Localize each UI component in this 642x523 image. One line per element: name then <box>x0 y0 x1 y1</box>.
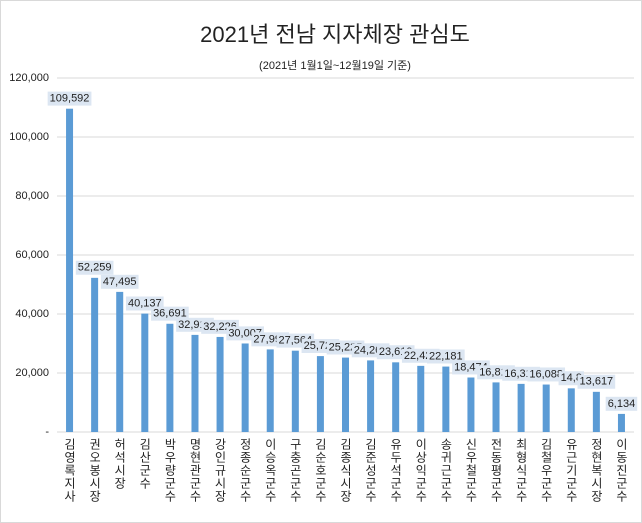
x-tick-label: 권오봉시장 <box>88 438 102 503</box>
bar <box>442 366 450 432</box>
bar <box>91 277 99 432</box>
bar <box>291 350 299 432</box>
bar <box>342 357 349 432</box>
x-tick-label: 유근기군수 <box>564 438 578 503</box>
x-tick-label: 유두석군수 <box>389 438 403 503</box>
x-tick-label: 허석시장 <box>113 438 127 490</box>
value-label: 13,617 <box>580 376 614 388</box>
x-tick-label: 정현복시장 <box>589 438 603 503</box>
value-label-bg <box>47 91 92 106</box>
x-tick-label: 김순호군수 <box>313 438 327 503</box>
bar <box>241 343 249 432</box>
bar <box>467 377 475 432</box>
value-label: 47,495 <box>103 276 137 288</box>
value-label-bg <box>577 374 616 389</box>
bar <box>191 334 199 432</box>
x-tick-label: 전동평군수 <box>489 438 503 503</box>
x-tick-label: 김준성군수 <box>364 438 378 503</box>
bar <box>592 391 600 432</box>
x-tick-label: 김종식시장 <box>339 438 353 503</box>
value-label: 6,134 <box>608 398 636 410</box>
x-tick-label: 강인규시장 <box>213 438 227 503</box>
y-tick-label: 100,000 <box>9 131 49 143</box>
x-tick-label: 박우량군수 <box>163 438 177 503</box>
chart-subtitle: (2021년 1월1일~12월19일 기준) <box>259 58 411 72</box>
x-tick-label: 김철우군수 <box>539 438 553 503</box>
bar <box>141 313 149 432</box>
value-label-bg <box>527 367 566 382</box>
value-label: 36,691 <box>153 308 187 320</box>
value-label-bg <box>100 274 139 289</box>
y-tick-label: 20,000 <box>15 367 49 379</box>
x-tick-label: 최형식군수 <box>514 438 528 503</box>
x-tick-label: 김산군수 <box>138 438 152 490</box>
value-label-bg <box>151 306 189 321</box>
x-tick-label: 이상익군수 <box>414 438 428 503</box>
bar <box>492 382 500 432</box>
x-tick-label: 신우철군수 <box>464 438 478 503</box>
bar <box>417 365 425 432</box>
x-tick-label: 송귀근군수 <box>439 438 453 503</box>
x-tick-label: 정종순군수 <box>238 438 252 503</box>
x-tick-label: 김영록지사 <box>63 438 77 503</box>
value-label: 22,181 <box>429 350 463 362</box>
bar <box>116 291 124 432</box>
bar <box>392 362 400 432</box>
value-label: 14,8 <box>561 372 582 384</box>
bar <box>216 336 224 432</box>
bar <box>542 384 550 432</box>
bar <box>617 413 625 432</box>
value-label: 40,137 <box>128 298 162 310</box>
value-label: 52,259 <box>78 262 112 274</box>
value-label-bg <box>427 349 465 364</box>
y-tick-label: 120,000 <box>9 72 49 84</box>
bar <box>567 388 575 432</box>
y-tick-label: 40,000 <box>15 308 49 320</box>
value-label-bg <box>75 260 114 275</box>
value-label-bg <box>605 396 638 411</box>
x-tick-label: 구충곤군수 <box>288 438 302 503</box>
bar <box>266 349 274 432</box>
value-label: 109,592 <box>50 93 90 105</box>
bar <box>66 108 74 432</box>
bar <box>367 360 375 432</box>
y-tick-label: 80,000 <box>15 190 49 202</box>
x-tick-label: 이동진군수 <box>614 438 628 503</box>
chart-title: 2021년 전남 지자체장 관심도 <box>200 22 470 47</box>
x-tick-label: 이승옥군수 <box>263 438 277 503</box>
y-tick-label: - <box>45 426 49 438</box>
x-tick-label: 명현관군수 <box>188 438 202 503</box>
value-label: 16,088 <box>529 368 563 380</box>
bar <box>517 383 525 432</box>
y-tick-label: 60,000 <box>15 249 49 261</box>
bar <box>316 356 324 432</box>
bar <box>166 323 174 432</box>
